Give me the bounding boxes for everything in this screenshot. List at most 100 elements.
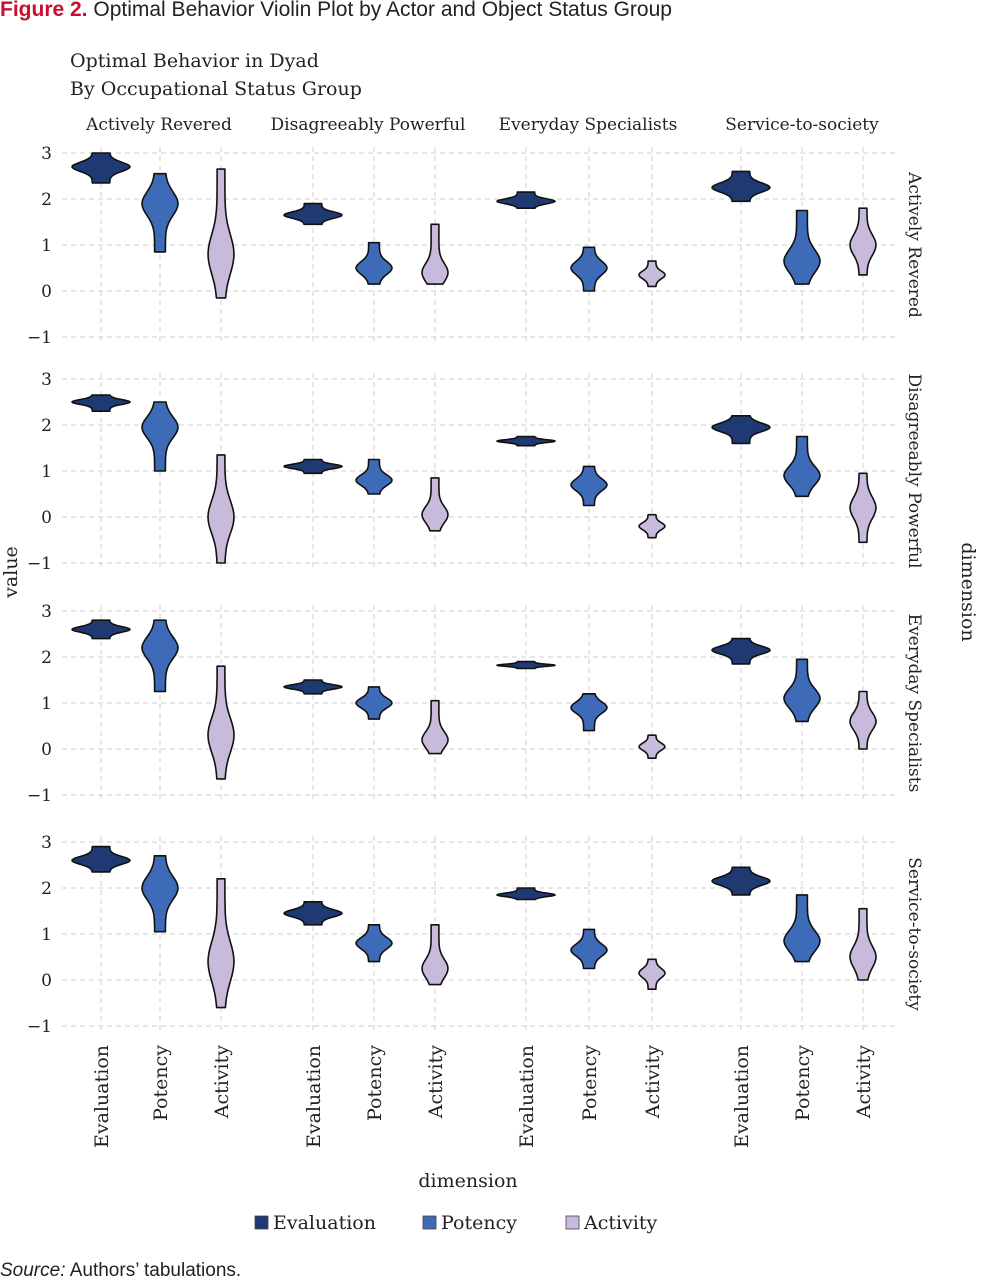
violin-activity [849, 472, 877, 544]
violin-evaluation [496, 887, 556, 901]
violin-potency [355, 924, 393, 963]
violin-potency [570, 246, 608, 292]
violin-activity [421, 699, 449, 755]
violin-activity [849, 907, 877, 981]
column-facet-label: Service-to-society [725, 115, 879, 135]
violin-evaluation [283, 679, 343, 695]
x-tick-label: Potency [150, 1045, 172, 1121]
violin-activity [849, 207, 877, 276]
y-tick-label: 0 [41, 971, 52, 991]
violin-potency [355, 686, 393, 720]
y-axis-label: value [0, 546, 22, 599]
violin-potency [570, 928, 608, 970]
violin-evaluation [71, 152, 131, 184]
y-tick-label: 3 [41, 602, 52, 622]
legend: Evaluation Potency Activity [254, 1212, 658, 1234]
y-tick-label: −1 [27, 328, 52, 348]
y-tick-label: −1 [27, 1017, 52, 1037]
x-tick-label: Potency [579, 1045, 601, 1121]
figure-caption: Figure 2. Optimal Behavior Violin Plot b… [0, 0, 981, 26]
violin-activity [849, 690, 877, 750]
violin-evaluation [283, 202, 343, 226]
source-text: Authors’ tabulations. [69, 1260, 242, 1281]
y-tick-label: 2 [41, 879, 52, 899]
x-tick-label: Evaluation [516, 1045, 538, 1148]
violin-evaluation [283, 901, 343, 926]
violin-potency [141, 619, 179, 693]
violin-potency [355, 458, 393, 495]
x-tick-label: Activity [642, 1045, 664, 1120]
y-tick-label: 1 [41, 236, 52, 256]
violin-chart: Optimal Behavior in Dyad By Occupational… [0, 50, 979, 1234]
y-tick-label: −1 [27, 786, 52, 806]
violin-activity [638, 260, 666, 288]
legend-label: Evaluation [273, 1212, 376, 1234]
legend-swatch-activity [565, 1215, 580, 1230]
column-facet-label: Actively Revered [85, 115, 232, 135]
violin-evaluation [496, 435, 556, 447]
violin-potency [141, 855, 179, 933]
x-tick-label: Evaluation [91, 1045, 113, 1148]
x-tick-label: Activity [211, 1045, 233, 1120]
y-tick-label: 2 [41, 648, 52, 668]
violin-evaluation [496, 191, 556, 209]
violin-evaluation [283, 458, 343, 475]
violin-potency [141, 401, 179, 472]
x-tick-label: Potency [792, 1045, 814, 1121]
violin-evaluation [71, 394, 131, 412]
violin-potency [783, 209, 821, 285]
y-tick-label: 3 [41, 370, 52, 390]
column-facet-label: Disagreeably Powerful [271, 115, 466, 135]
y-tick-label: 3 [41, 144, 52, 164]
y-tick-label: 0 [41, 282, 52, 302]
axis-and-strip-labels: 3 2 1 0 −1 3 2 1 0 −1 3 2 1 0 −1 3 2 1 0 −1 Actively Revered… [27, 115, 924, 1148]
violin-activity [421, 223, 449, 285]
x-tick-label: Evaluation [303, 1045, 325, 1148]
x-tick-label: Activity [425, 1045, 447, 1120]
y-tick-label: 1 [41, 925, 52, 945]
column-facet-label: Everyday Specialists [499, 115, 678, 135]
violin-activity [207, 454, 235, 564]
legend-swatch-evaluation [254, 1215, 269, 1230]
violin-potency [570, 693, 608, 732]
violin-evaluation [711, 866, 771, 896]
strip-axis-label: dimension [957, 542, 979, 641]
violin-evaluation [711, 637, 771, 665]
chart-title: Optimal Behavior in Dyad [70, 50, 319, 72]
row-facet-label: Disagreeably Powerful [904, 374, 924, 569]
violin-activity [207, 878, 235, 1009]
violin-activity [421, 477, 449, 532]
row-facet-label: Actively Revered [904, 171, 924, 318]
violin-activity [638, 734, 666, 759]
violins [71, 152, 877, 1009]
violin-potency [570, 465, 608, 507]
row-facet-label: Everyday Specialists [904, 614, 924, 793]
y-tick-label: 1 [41, 462, 52, 482]
y-tick-label: 2 [41, 190, 52, 210]
violin-potency [783, 435, 821, 498]
figure-label: Figure 2. [0, 0, 88, 21]
y-tick-label: 1 [41, 694, 52, 714]
violin-activity [421, 924, 449, 986]
violin-evaluation [711, 415, 771, 445]
source-label: Source: [0, 1260, 66, 1281]
violin-potency [355, 241, 393, 285]
chart-subtitle: By Occupational Status Group [70, 78, 362, 100]
x-tick-label: Activity [853, 1045, 875, 1120]
y-tick-label: 3 [41, 833, 52, 853]
violin-activity [207, 168, 235, 299]
legend-swatch-potency [422, 1215, 437, 1230]
figure-caption-text: Optimal Behavior Violin Plot by Actor an… [93, 0, 672, 21]
violin-evaluation [71, 845, 131, 873]
violin-evaluation [71, 619, 131, 640]
legend-label: Activity [583, 1212, 658, 1234]
source-note: Source: Authors’ tabulations. [0, 1260, 981, 1282]
violin-potency [783, 658, 821, 723]
violin-activity [207, 665, 235, 780]
row-facet-label: Service-to-society [904, 857, 924, 1011]
x-tick-label: Potency [364, 1045, 386, 1121]
violin-activity [638, 513, 666, 539]
violin-activity [638, 958, 666, 990]
y-tick-label: −1 [27, 554, 52, 574]
violin-evaluation [711, 170, 771, 203]
